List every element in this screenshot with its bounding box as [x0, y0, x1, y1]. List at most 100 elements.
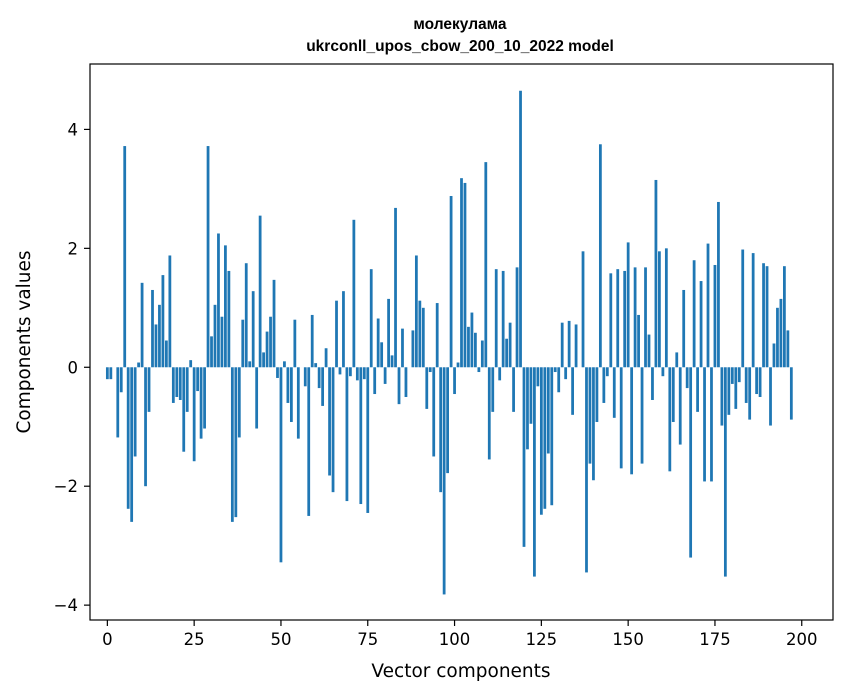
bar: [557, 367, 561, 393]
bar: [234, 367, 238, 518]
bar: [640, 367, 644, 464]
bar: [762, 263, 765, 368]
bar: [671, 367, 675, 422]
bar: [317, 367, 321, 389]
bar: [758, 367, 762, 397]
bar: [230, 367, 234, 522]
bar: [605, 367, 609, 377]
bar: [265, 331, 269, 368]
bar: [470, 312, 474, 368]
chart-title: молекулама: [413, 16, 507, 33]
bar: [751, 253, 755, 368]
bar: [432, 367, 436, 457]
bar: [168, 255, 172, 368]
bar: [564, 367, 568, 380]
bar: [491, 367, 495, 412]
bar: [446, 367, 449, 474]
bar: [119, 367, 123, 393]
bar: [703, 367, 706, 482]
bar: [435, 303, 439, 368]
bar: [772, 343, 776, 368]
bar: [592, 367, 595, 481]
bar: [706, 243, 710, 368]
bar: [248, 361, 252, 368]
bar: [220, 316, 224, 368]
bar: [456, 362, 460, 368]
bar: [328, 367, 331, 476]
bar: [397, 367, 401, 405]
bar: [161, 275, 165, 368]
bar: [651, 367, 654, 400]
bar: [477, 367, 481, 373]
bar: [105, 367, 109, 380]
bar: [224, 245, 227, 368]
bar: [126, 367, 130, 509]
bar: [682, 289, 686, 368]
bar: [619, 367, 623, 469]
bar: [664, 248, 668, 368]
bar: [185, 367, 189, 412]
bar: [439, 367, 443, 493]
bar: [658, 251, 661, 368]
bar: [314, 363, 318, 368]
bar-series: [105, 90, 793, 595]
bar: [536, 367, 540, 387]
x-tick-label: 50: [270, 630, 291, 649]
bar: [474, 332, 477, 368]
bar: [251, 291, 255, 368]
bar: [286, 367, 290, 403]
bar: [414, 255, 418, 368]
bar: [741, 249, 745, 368]
bar: [581, 251, 585, 368]
bar: [588, 367, 592, 464]
bar: [258, 215, 262, 368]
x-tick-label: 25: [184, 630, 205, 649]
bar: [116, 367, 120, 438]
y-axis-label: Components values: [14, 250, 35, 433]
bar: [661, 367, 665, 377]
bar: [213, 304, 217, 368]
bar: [380, 342, 384, 368]
bar: [550, 367, 554, 506]
bar: [359, 367, 363, 505]
bar: [595, 367, 599, 422]
x-tick-label: 175: [699, 630, 731, 649]
bar: [269, 316, 272, 368]
bar: [498, 367, 502, 381]
bar: [505, 338, 509, 368]
bar: [647, 334, 651, 368]
bar: [730, 367, 734, 384]
plot-frame: [89, 63, 834, 621]
bar: [196, 367, 200, 392]
bar: [567, 320, 571, 368]
x-tick-label: 150: [612, 630, 644, 649]
y-tick-label: −2: [54, 477, 78, 496]
bar: [175, 367, 179, 397]
bar: [366, 367, 370, 513]
bar: [321, 367, 325, 406]
bar: [262, 352, 265, 368]
x-tick-label: 200: [786, 630, 818, 649]
bar: [130, 367, 134, 522]
bar: [779, 298, 783, 368]
bar: [720, 367, 724, 426]
bar: [206, 146, 210, 368]
x-tick-label: 100: [439, 630, 471, 649]
bar: [390, 355, 394, 368]
bar: [776, 307, 779, 368]
bar: [585, 367, 588, 573]
bar: [512, 367, 515, 412]
x-axis-label: Vector components: [371, 661, 550, 682]
bar: [404, 367, 408, 397]
bar: [154, 324, 158, 368]
bar: [373, 367, 377, 395]
bar: [276, 367, 279, 378]
bar: [237, 367, 241, 438]
bar: [199, 367, 203, 439]
bar: [765, 266, 769, 368]
bar: [508, 322, 512, 368]
bar: [783, 266, 786, 368]
bar: [203, 367, 206, 429]
y-tick-label: 4: [68, 120, 79, 139]
